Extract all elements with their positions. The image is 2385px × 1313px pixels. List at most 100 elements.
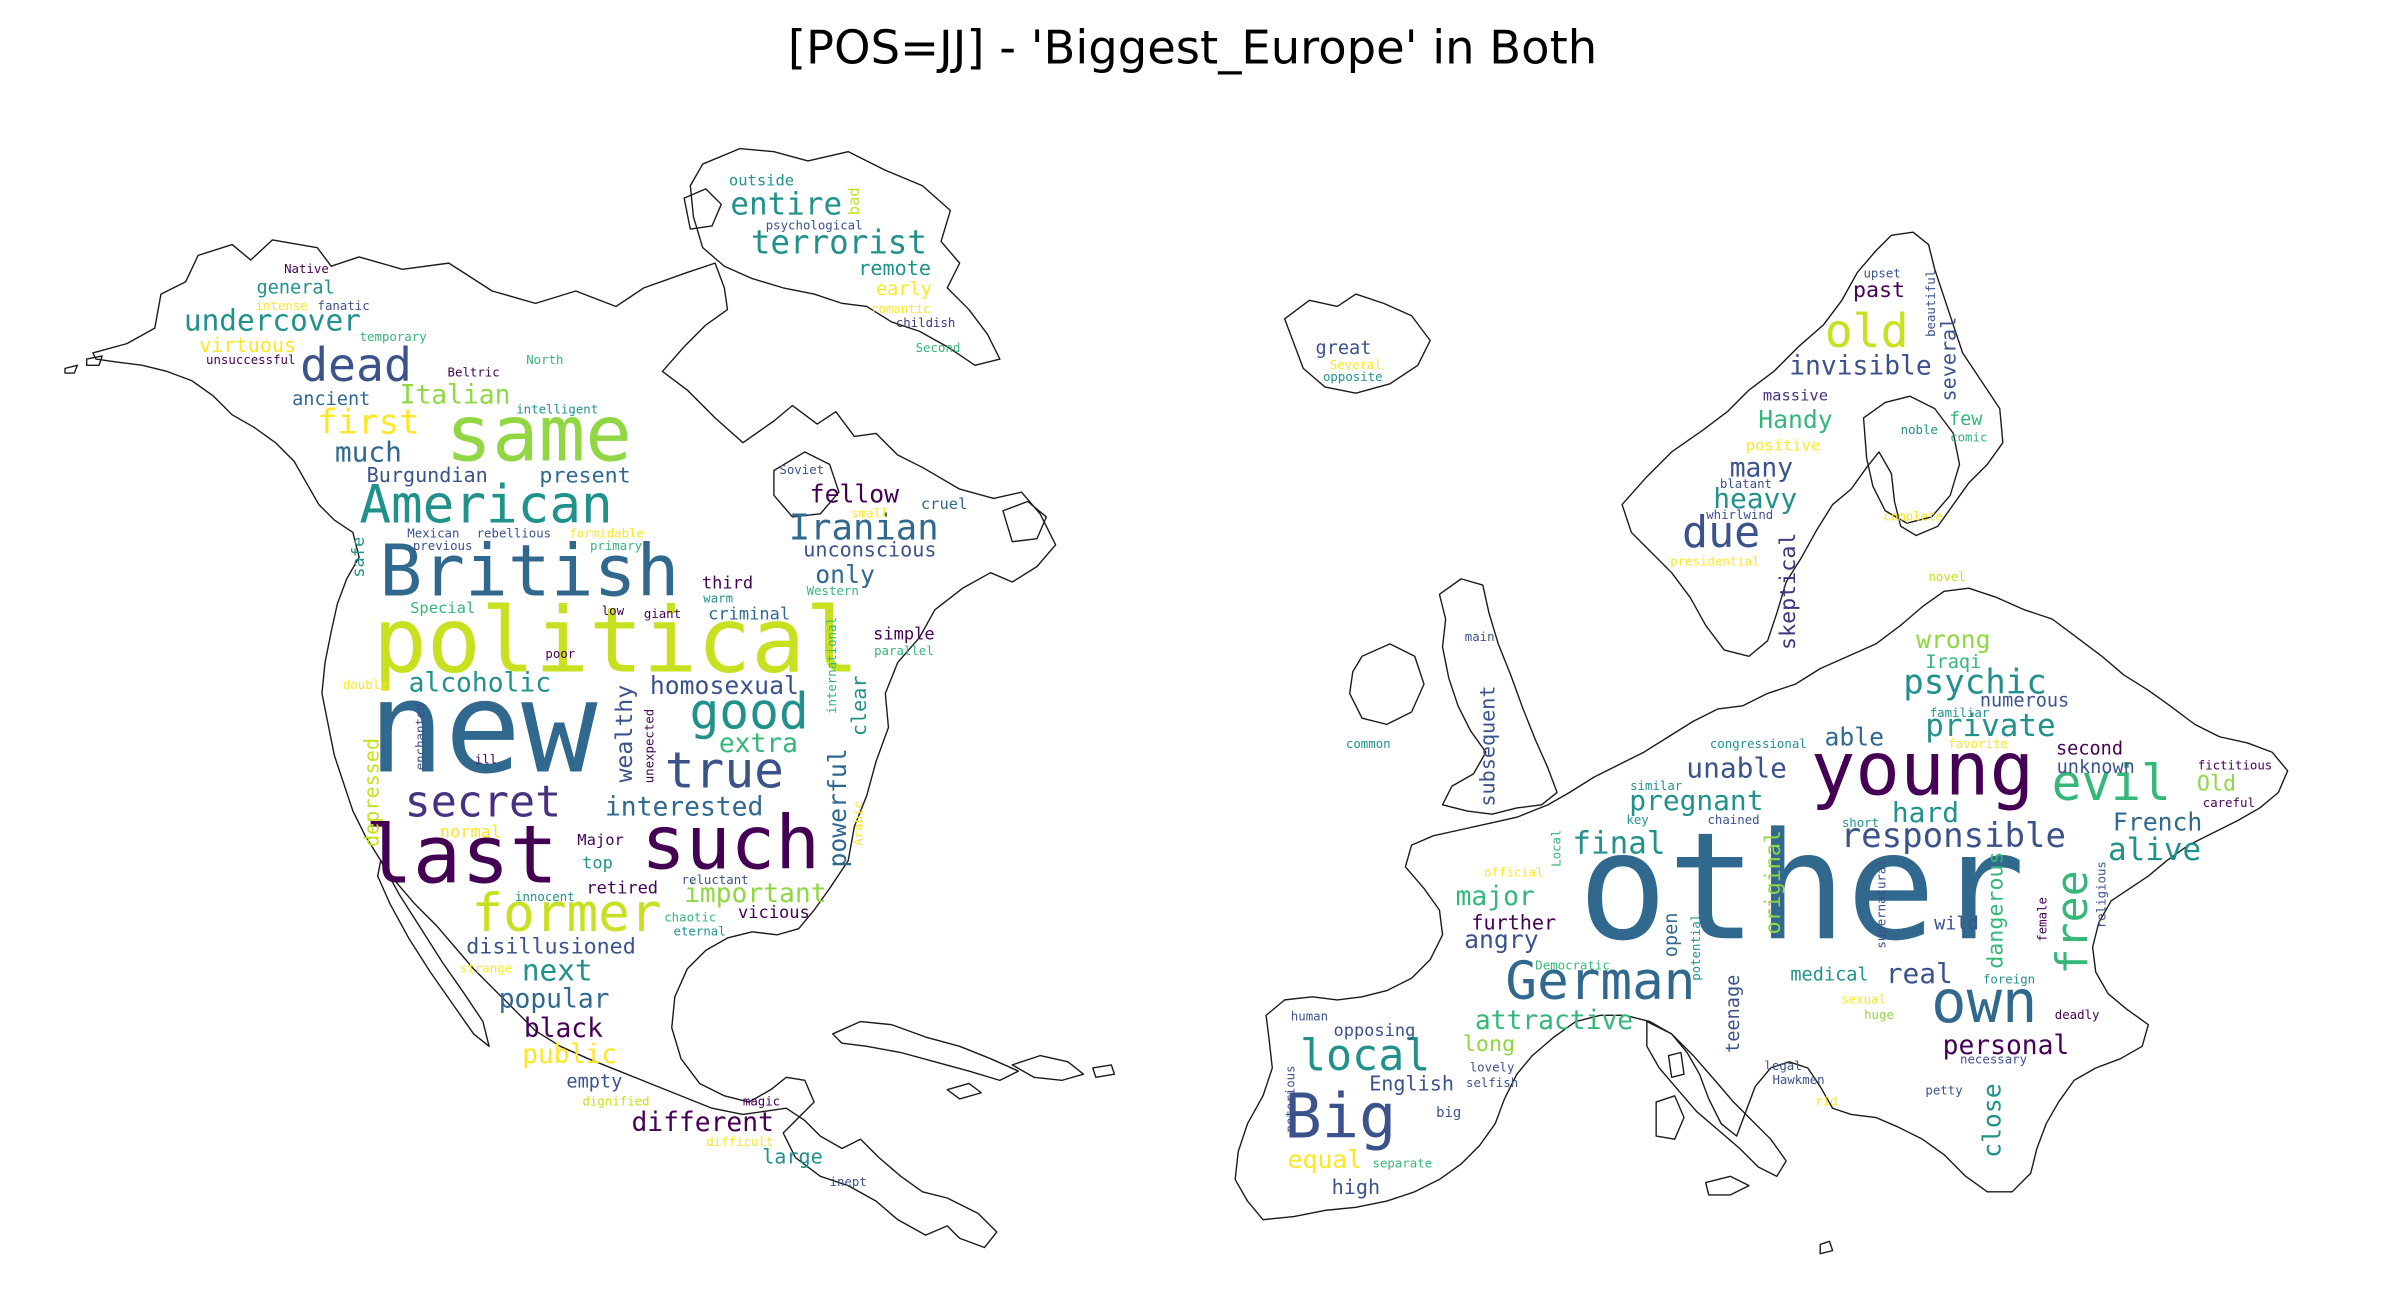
europe-cloud: other young German own Big local evil ol… <box>1283 266 2272 1199</box>
great-britain-outline <box>1438 578 1558 815</box>
word-beltric: Beltric <box>448 366 500 380</box>
word-selfish: selfish <box>1466 1076 1518 1090</box>
word-female: female <box>2036 897 2050 942</box>
word-opposing: opposing <box>1333 1021 1415 1041</box>
word-hard: hard <box>1892 796 1959 829</box>
scandinavia-outline <box>1621 231 2004 657</box>
word-major-eu: major <box>1456 882 1535 912</box>
word-formidable: formidable <box>569 526 644 540</box>
cuba-outline <box>832 1020 1020 1082</box>
word-small: small <box>851 506 888 520</box>
word-rid: rid <box>1815 1095 1837 1109</box>
word-german: German <box>1505 951 1695 1012</box>
word-private: private <box>1925 708 2055 744</box>
word-international: international <box>825 617 839 714</box>
word-key: key <box>1626 813 1648 827</box>
word-separate: separate <box>1373 1156 1433 1170</box>
word-giant: giant <box>644 607 681 621</box>
word-old: old <box>1825 304 1909 358</box>
word-favorite: favorite <box>1948 737 2008 751</box>
word-north: North <box>526 353 563 367</box>
word-common: common <box>1346 737 1391 751</box>
word-criminal: criminal <box>708 604 790 624</box>
word-subsequent: subsequent <box>1475 686 1499 807</box>
mainland-europe-outline <box>1234 587 2289 1221</box>
word-unexpected: unexpected <box>643 709 657 784</box>
word-blatant: blatant <box>1720 477 1772 491</box>
word-medical: medical <box>1790 965 1868 986</box>
word-unsuccessful: unsuccessful <box>206 353 295 367</box>
word-previous: previous <box>413 539 473 553</box>
word-able: able <box>1824 722 1884 751</box>
word-primary: primary <box>590 539 642 553</box>
word-official: official <box>1484 865 1544 879</box>
word-political: political <box>373 589 859 693</box>
ireland-outline <box>1348 643 1425 726</box>
word-local: local <box>1300 1031 1430 1081</box>
jamaica-outline <box>946 1082 983 1100</box>
word-several-capitalized: Several <box>1330 358 1382 372</box>
word-important: important <box>684 879 827 909</box>
word-short: short <box>1842 816 1879 830</box>
north-america-mainland-outline <box>92 239 1057 1249</box>
word-religious: religious <box>2094 861 2108 928</box>
word-many: many <box>1730 453 1793 483</box>
word-entire: entire <box>730 186 842 222</box>
word-romantic: romantic <box>871 302 931 316</box>
word-popular: popular <box>499 984 610 1014</box>
word-big-lowercase: big <box>1436 1105 1461 1121</box>
word-next: next <box>522 954 593 988</box>
word-much: much <box>335 436 402 469</box>
word-virtuous: virtuous <box>199 333 296 357</box>
word-local-capitalized: Local <box>1550 830 1564 867</box>
word-good: good <box>690 683 809 741</box>
word-psychological: psychological <box>766 218 863 232</box>
word-empty: empty <box>566 1071 622 1092</box>
word-noble: noble <box>1901 423 1938 437</box>
word-mexican: Mexican <box>407 526 459 540</box>
word-alive: alive <box>2108 832 2201 868</box>
word-massive: massive <box>1763 387 1828 405</box>
word-human: human <box>1291 1009 1328 1023</box>
word-pregnant: pregnant <box>1629 784 1763 817</box>
word-familiar: familiar <box>1930 706 1990 720</box>
word-lovely: lovely <box>1470 1060 1515 1074</box>
word-due: due <box>1682 508 1760 558</box>
word-several: several <box>1937 317 1961 402</box>
europe-outline <box>1234 231 2289 1255</box>
word-undercover: undercover <box>184 303 361 337</box>
word-open: open <box>1661 913 1682 958</box>
figure-title: [POS=JJ] - 'Biggest_Europe' in Both <box>787 21 1598 76</box>
finland-outline <box>1862 395 1961 524</box>
word-safe: safe <box>349 537 369 578</box>
word-large: large <box>762 1144 823 1168</box>
word-intense: intense <box>256 299 308 313</box>
word-terrorist: terrorist <box>751 224 927 262</box>
word-attractive: attractive <box>1475 1006 1633 1036</box>
word-unconscious: unconscious <box>803 538 936 562</box>
word-present: present <box>539 464 630 489</box>
word-dangerous: dangerous <box>1984 851 2009 968</box>
word-wild: wild <box>1934 914 1979 935</box>
word-simple: simple <box>873 625 934 645</box>
word-true: true <box>665 741 784 799</box>
word-young: young <box>1811 725 2035 812</box>
word-depressed: depressed <box>360 738 384 847</box>
word-native: Native <box>284 262 329 276</box>
word-british: British <box>379 529 679 612</box>
word-intelligent: intelligent <box>516 403 598 417</box>
word-high: high <box>1332 1175 1380 1199</box>
hispaniola-outline <box>1011 1054 1085 1082</box>
word-petty: petty <box>1925 1084 1962 1098</box>
word-similar: similar <box>1630 779 1682 793</box>
word-skeptical: skeptical <box>1776 533 1801 650</box>
word-potential: potential <box>1689 914 1703 981</box>
word-soviet: Soviet <box>779 463 824 477</box>
word-eternal: eternal <box>674 924 726 938</box>
word-inept: inept <box>830 1175 867 1189</box>
word-magic: magic <box>743 1095 780 1109</box>
sardinia-outline <box>1655 1095 1685 1140</box>
word-enchanted: enchanted <box>414 703 428 770</box>
word-wealthy: wealthy <box>611 685 638 783</box>
